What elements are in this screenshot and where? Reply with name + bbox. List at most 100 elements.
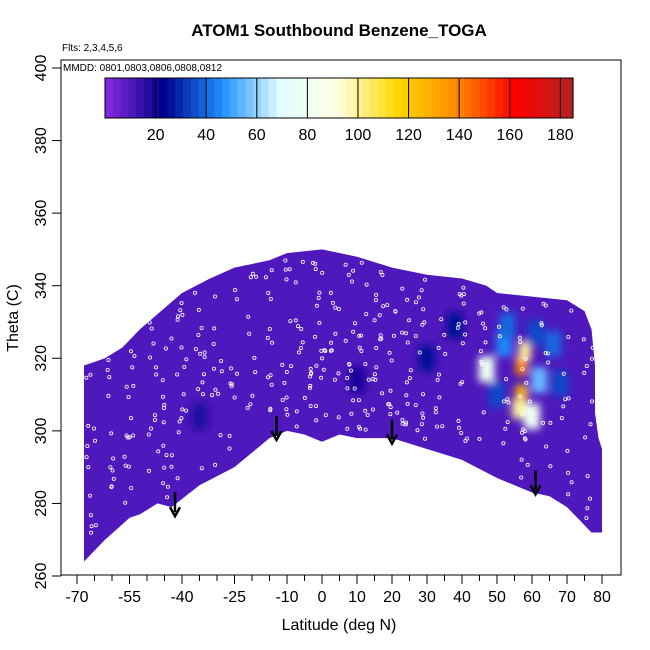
sample-point [380,391,385,396]
sample-point [146,468,151,473]
sample-point [182,364,187,369]
arrow-head [529,484,542,497]
x-tick-label: -40 [170,589,193,606]
sample-point [160,394,165,399]
sample-point [541,420,546,425]
color-bar-segment [120,78,129,118]
color-bar-segment [448,78,457,118]
sample-point [460,341,465,346]
sample-point [405,401,410,406]
sample-point [440,424,445,429]
y-axis: 260 280 300 320 340 360 380 400 [33,55,62,589]
profile-arrow [529,470,542,497]
sample-point [307,385,312,390]
sample-point [400,417,405,422]
sample-point [566,396,571,401]
sample-point [212,294,217,299]
sample-point [461,301,466,306]
sample-point [523,437,528,442]
sample-point [343,262,348,267]
sample-point [501,399,506,404]
x-tick-label: 0 [318,589,327,606]
sample-point [477,311,482,316]
sample-point [268,408,273,413]
sample-point [457,291,462,296]
x-tick-label: -70 [65,589,88,606]
color-bar-segment [331,78,340,118]
sample-point [233,287,238,292]
color-bar-segment [237,78,246,118]
sample-point [109,484,114,489]
color-bar-segment [105,78,114,118]
color-bar-segment [214,78,223,118]
sample-point [192,290,197,295]
sample-point [319,348,324,353]
sample-point [518,340,523,345]
color-bar-segment [362,78,371,118]
color-bar-segment [479,78,488,118]
sample-point [406,318,411,323]
sample-point [160,378,165,383]
sample-point [481,410,486,415]
sample-point [317,320,322,325]
sample-point [132,353,137,358]
sample-point [497,334,502,339]
field-background [84,249,602,562]
sample-point [254,274,259,279]
sample-point [284,395,289,400]
sample-point [584,363,589,368]
color-bar-segment [354,78,363,118]
sample-point [323,348,328,353]
color-bar-segment [401,78,410,118]
sample-point [395,410,400,415]
sample-point [269,382,274,387]
sample-point [352,386,357,391]
sample-point [312,334,317,339]
sample-point [314,363,319,368]
hotspot [527,320,544,346]
sample-point [501,305,506,310]
sample-point [316,295,321,300]
sample-point [152,413,157,418]
color-bar-segment [432,78,441,118]
sample-point [374,292,379,297]
sample-point [336,371,341,376]
color-bar-tick-label: 80 [298,127,316,144]
hotspot [531,367,547,393]
sample-point [162,465,167,470]
sample-point [161,405,166,410]
sample-point [519,457,524,462]
sample-point [333,331,338,336]
color-bar-segment [222,78,231,118]
color-bar-segment [206,78,215,118]
sample-point [330,300,335,305]
color-bar-segment [510,78,519,118]
hotspot [524,403,540,430]
sample-point [128,416,133,421]
color-bar-segment [144,78,153,118]
color-bar-segment [315,78,324,118]
sample-point [169,464,174,469]
sample-point [202,354,207,359]
sample-point [460,380,465,385]
sample-point [543,303,548,308]
sample-point [403,331,408,336]
sample-point [419,422,424,427]
sample-point [363,427,368,432]
sample-point [228,366,233,371]
sample-point [561,404,566,409]
color-bar-segment [456,78,465,118]
sample-point [388,388,393,393]
sample-point [313,261,318,266]
sample-point [386,402,391,407]
sample-point [84,455,89,460]
sample-point [518,394,523,399]
sample-point [377,313,382,318]
x-tick-label: 30 [418,589,436,606]
sample-point [373,298,378,303]
sample-point [501,441,506,446]
sample-point [483,340,488,345]
sample-point [442,332,447,337]
sample-point [346,272,351,277]
sample-point [437,395,442,400]
